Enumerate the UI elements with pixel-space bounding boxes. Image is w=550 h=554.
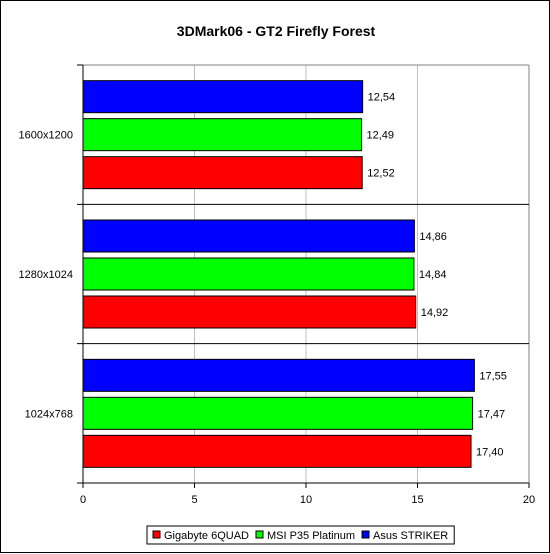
chart-title: 3DMark06 - GT2 Firefly Forest bbox=[177, 23, 376, 39]
bar-gigabyte-6quad-1280x1024 bbox=[82, 295, 417, 329]
legend-swatch-msi-p35-platinum bbox=[255, 530, 264, 539]
data-label-asus-striker-1280x1024: 14,86 bbox=[419, 231, 447, 243]
data-label-asus-striker-1024x768: 17,55 bbox=[479, 370, 507, 382]
data-label-asus-striker-1600x1200: 12,54 bbox=[368, 92, 396, 104]
legend-label-msi-p35-platinum: MSI P35 Platinum bbox=[267, 530, 355, 542]
category-label-1600x1200: 1600x1200 bbox=[19, 130, 73, 142]
legend: Gigabyte 6QUAD MSI P35 Platinum Asus STRIK… bbox=[146, 525, 455, 545]
axes bbox=[77, 64, 530, 488]
data-label-msi-p35-platinum-1024x768: 17,47 bbox=[478, 408, 506, 420]
x-tick-label-5: 5 bbox=[191, 494, 197, 506]
bar-gigabyte-6quad-1600x1200 bbox=[82, 156, 363, 190]
bars bbox=[82, 80, 475, 468]
category-label-1280x1024: 1280x1024 bbox=[19, 269, 73, 281]
data-label-gigabyte-6quad-1280x1024: 14,92 bbox=[421, 307, 449, 319]
legend-label-asus-striker: Asus STRIKER bbox=[373, 530, 448, 542]
bar-asus-striker-1280x1024 bbox=[82, 219, 415, 253]
x-tick-label-10: 10 bbox=[300, 494, 312, 506]
data-label-msi-p35-platinum-1600x1200: 12,49 bbox=[367, 130, 395, 142]
bar-asus-striker-1600x1200 bbox=[82, 80, 364, 114]
bar-gigabyte-6quad-1024x768 bbox=[82, 434, 472, 468]
legend-box bbox=[146, 525, 455, 545]
legend-label-gigabyte-6quad: Gigabyte 6QUAD bbox=[164, 530, 249, 542]
data-label-gigabyte-6quad-1600x1200: 12,52 bbox=[367, 168, 395, 180]
bar-msi-p35-platinum-1024x768 bbox=[82, 396, 474, 430]
labels: 0 5 10 15 20 1600x1200 12,54 12,49 12,52 1280x102… bbox=[19, 92, 536, 506]
x-tick-label-0: 0 bbox=[80, 494, 86, 506]
legend-swatch-gigabyte-6quad bbox=[152, 530, 161, 539]
x-tick-label-20: 20 bbox=[523, 494, 535, 506]
category-label-1024x768: 1024x768 bbox=[25, 408, 73, 420]
legend-swatch-asus-striker bbox=[361, 530, 370, 539]
bar-asus-striker-1024x768 bbox=[82, 358, 475, 392]
data-label-msi-p35-platinum-1280x1024: 14,84 bbox=[419, 269, 447, 281]
data-label-gigabyte-6quad-1024x768: 17,40 bbox=[476, 446, 504, 458]
x-tick-label-15: 15 bbox=[411, 494, 423, 506]
bar-msi-p35-platinum-1600x1200 bbox=[82, 118, 363, 152]
bar-msi-p35-platinum-1280x1024 bbox=[82, 257, 415, 291]
